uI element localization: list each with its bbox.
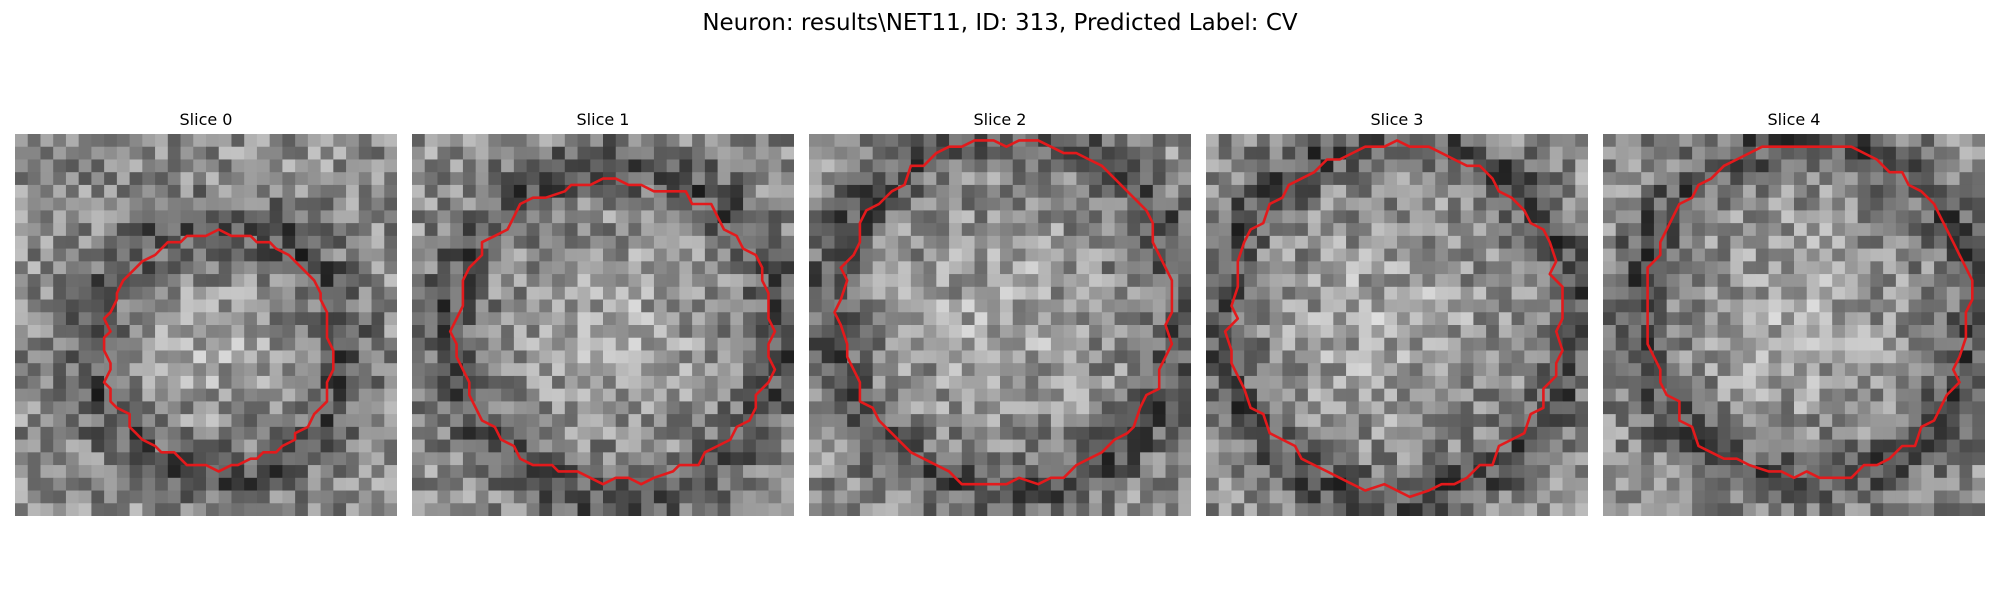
slice-image-1 <box>412 134 794 516</box>
slice-title-1: Slice 1 <box>576 110 630 129</box>
pixel-grid <box>1206 134 1588 516</box>
pixel-grid <box>15 134 397 516</box>
neuron-contour <box>1223 139 1564 499</box>
slice-image-4 <box>1603 134 1985 516</box>
slice-panel-2: Slice 2 <box>809 108 1191 516</box>
slice-image-2 <box>809 134 1191 516</box>
neuron-contour <box>102 228 335 473</box>
slice-panel-4: Slice 4 <box>1603 108 1985 516</box>
slice-image-3 <box>1206 134 1588 516</box>
figure-title: Neuron: results\NET11, ID: 313, Predicte… <box>702 10 1298 36</box>
neuron-contour <box>1646 145 1974 480</box>
neuron-contour <box>833 139 1174 486</box>
slice-title-4: Slice 4 <box>1767 110 1821 129</box>
slice-image-0 <box>15 134 397 516</box>
slice-title-0: Slice 0 <box>179 110 233 129</box>
slice-panel-0: Slice 0 <box>15 108 397 516</box>
slice-panel-3: Slice 3 <box>1206 108 1588 516</box>
slice-title-2: Slice 2 <box>973 110 1027 129</box>
pixel-grid <box>412 134 794 516</box>
pixel-grid <box>1603 134 1985 516</box>
slice-title-3: Slice 3 <box>1370 110 1424 129</box>
slice-panel-1: Slice 1 <box>412 108 794 516</box>
pixel-grid <box>809 134 1191 516</box>
neuron-contour <box>448 177 777 486</box>
